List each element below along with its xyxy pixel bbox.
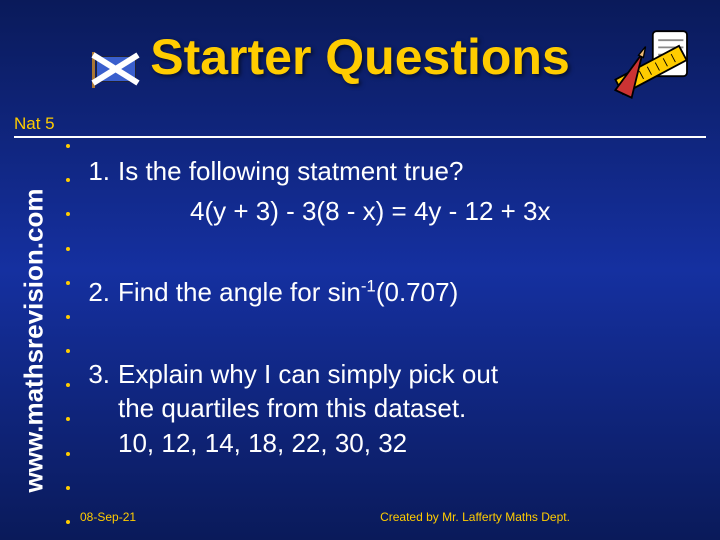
question-1: 1. Is the following statment true?: [80, 154, 690, 188]
question-3: 3. Explain why I can simply pick out the…: [80, 357, 690, 460]
q3-line1: Explain why I can simply pick out: [118, 357, 690, 391]
footer: 08-Sep-21 Created by Mr. Lafferty Maths …: [80, 510, 690, 524]
content-area: 1. Is the following statment true? 4(y +…: [80, 154, 690, 460]
q1-text: Is the following statment true?: [118, 154, 690, 188]
divider: [14, 136, 706, 138]
level-label: Nat 5: [14, 114, 55, 134]
footer-date: 08-Sep-21: [80, 510, 260, 524]
footer-credit: Created by Mr. Lafferty Maths Dept.: [260, 510, 690, 524]
q2-prefix: Find the angle for sin: [118, 277, 361, 307]
bullet-strip: [66, 144, 72, 524]
question-2: 2. Find the angle for sin-1(0.707): [80, 275, 690, 309]
q1-expression: 4(y + 3) - 3(8 - x) = 4y - 12 + 3x: [190, 194, 690, 228]
q3-data: 10, 12, 14, 18, 22, 30, 32: [118, 426, 690, 460]
q3-number: 3.: [80, 357, 118, 460]
sidebar-url: www.mathsrevision.com: [19, 188, 50, 492]
q1-number: 1.: [80, 154, 118, 188]
q3-line2: the quartiles from this dataset.: [118, 391, 690, 425]
q3-text: Explain why I can simply pick out the qu…: [118, 357, 690, 460]
q2-arg: (0.707): [376, 277, 458, 307]
tools-icon: [606, 24, 696, 114]
sidebar: www.mathsrevision.com: [14, 170, 54, 510]
q2-number: 2.: [80, 275, 118, 309]
q2-text: Find the angle for sin-1(0.707): [118, 275, 690, 309]
q2-sup: -1: [361, 276, 376, 295]
